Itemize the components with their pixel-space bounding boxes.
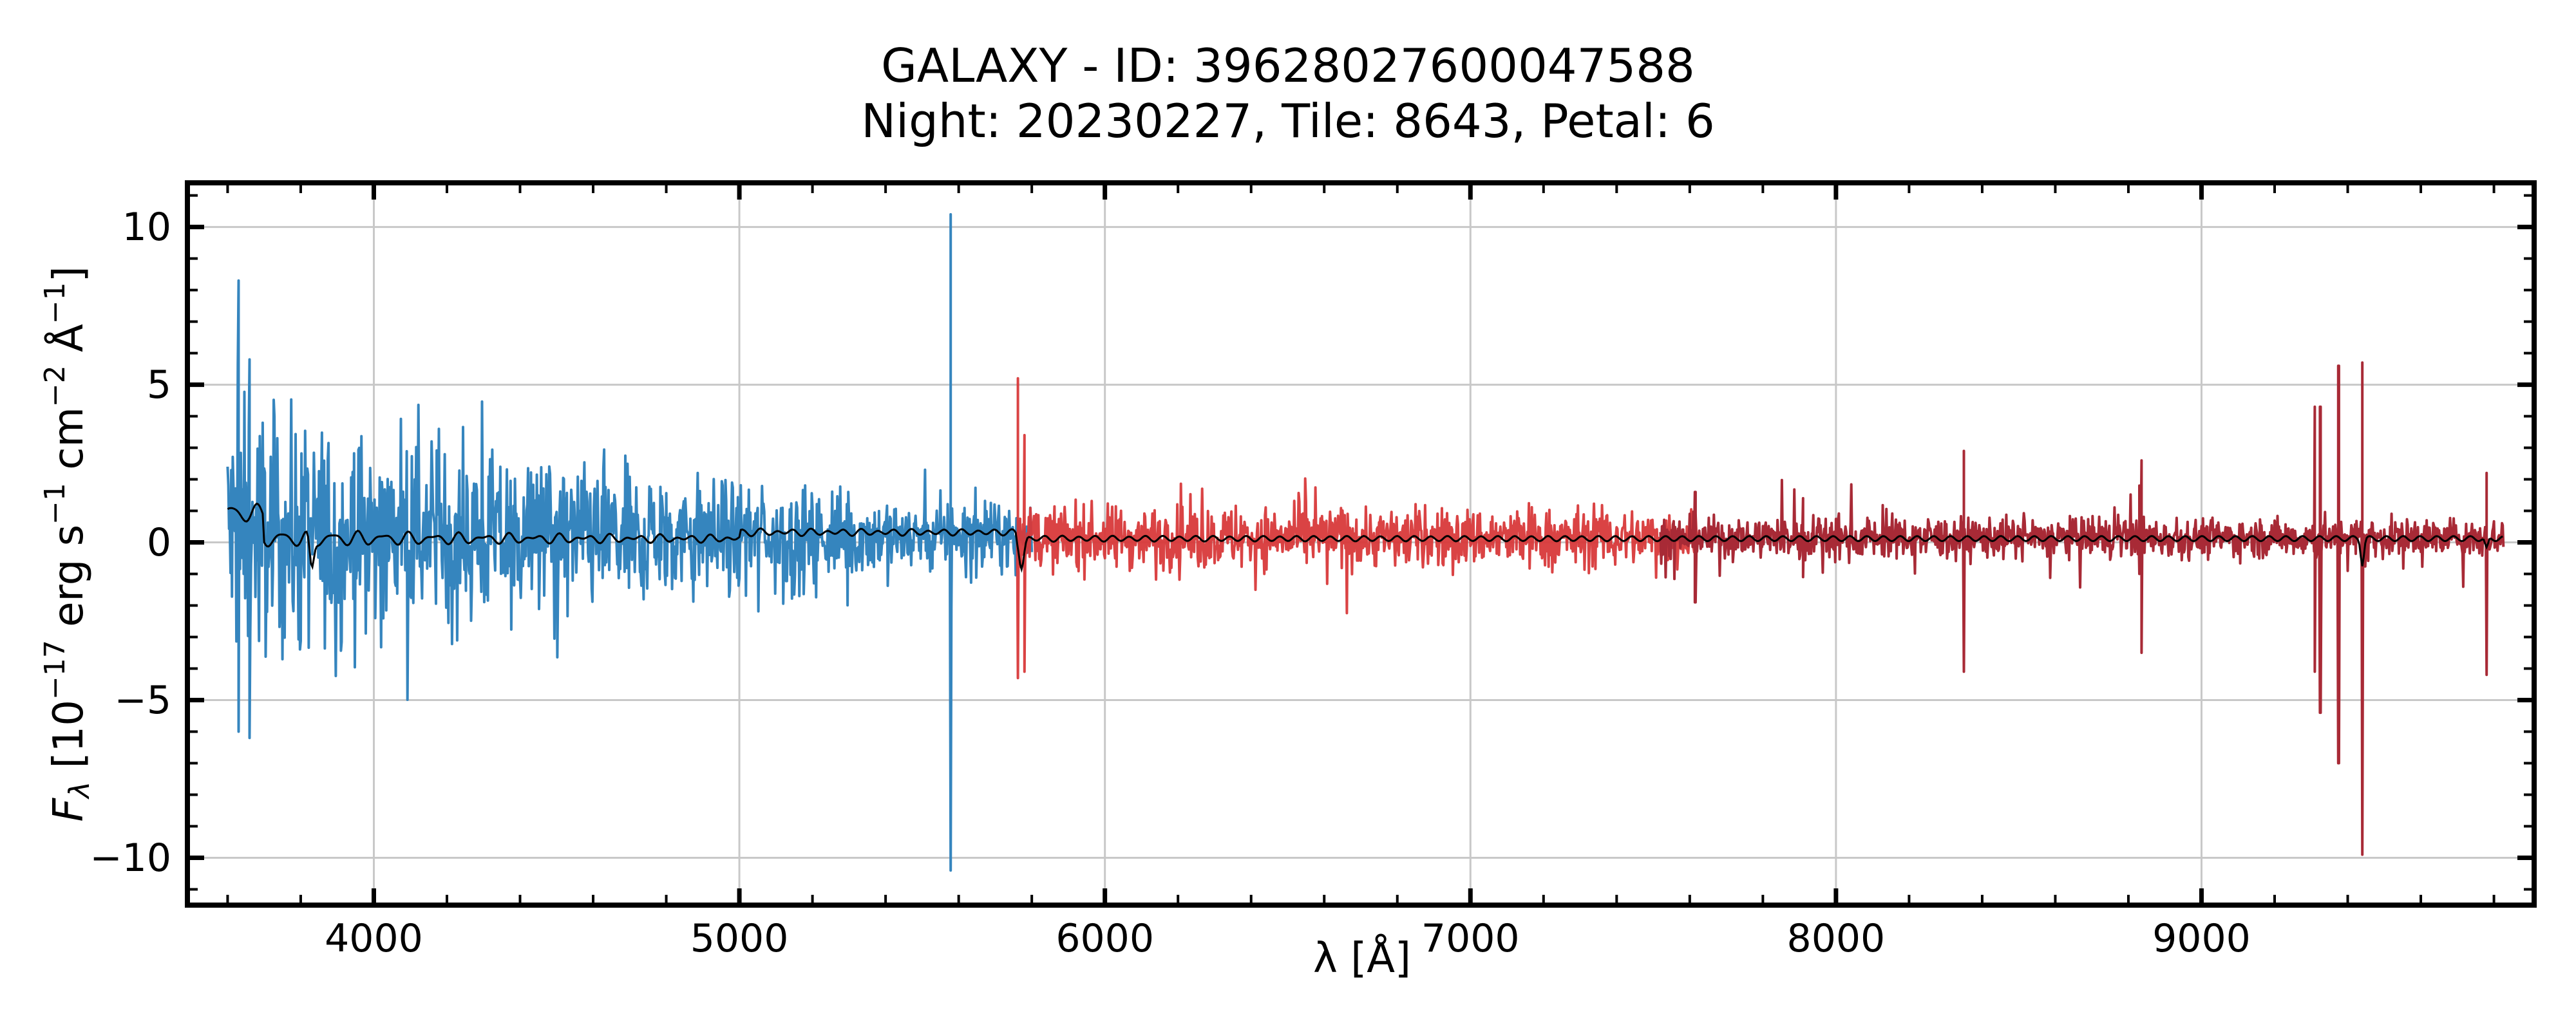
b-arm-spectrum — [226, 213, 1034, 872]
x-tick-label: 5000 — [690, 916, 789, 961]
x-tick-label: 9000 — [2152, 916, 2251, 961]
y-tick-label: 5 — [146, 362, 171, 407]
x-tick-label: 8000 — [1786, 916, 1886, 961]
r-arm-spectrum — [1016, 377, 1699, 680]
y-axis-label: Fλ [10−17 erg s−1 cm−2 Å−1] — [39, 266, 96, 822]
y-tick-label: −5 — [114, 677, 171, 723]
chart-title-line1: GALAXY - ID: 39628027600047588 — [881, 39, 1695, 93]
model-fit-line — [227, 502, 2503, 573]
y-tick-label: −10 — [90, 835, 171, 881]
x-tick-label: 6000 — [1056, 916, 1155, 961]
spectrum-series — [226, 213, 2505, 872]
x-tick-label: 7000 — [1421, 916, 1520, 961]
x-axis-label: λ [Å] — [1313, 935, 1411, 982]
plot-frame — [185, 180, 2537, 908]
chart-title-line2: Night: 20230227, Tile: 8643, Petal: 6 — [861, 94, 1715, 148]
x-tick-label: 4000 — [325, 916, 423, 961]
z-arm-spectrum — [1659, 361, 2505, 856]
y-tick-label: 0 — [146, 520, 171, 565]
y-tick-label: 10 — [122, 204, 171, 250]
